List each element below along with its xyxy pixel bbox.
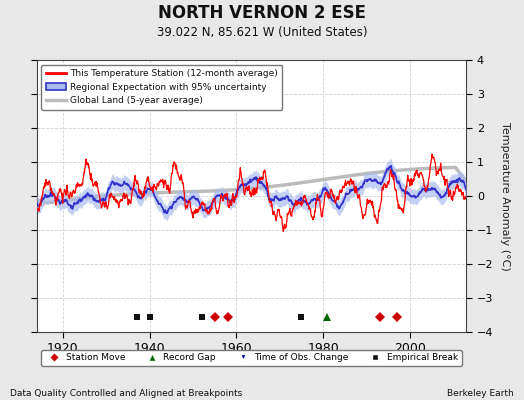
Text: NORTH VERNON 2 ESE: NORTH VERNON 2 ESE bbox=[158, 4, 366, 22]
Legend: Station Move, Record Gap, Time of Obs. Change, Empirical Break: Station Move, Record Gap, Time of Obs. C… bbox=[41, 350, 462, 366]
Legend: This Temperature Station (12-month average), Regional Expectation with 95% uncer: This Temperature Station (12-month avera… bbox=[41, 64, 282, 110]
Text: 39.022 N, 85.621 W (United States): 39.022 N, 85.621 W (United States) bbox=[157, 26, 367, 39]
Text: Berkeley Earth: Berkeley Earth bbox=[447, 389, 514, 398]
Text: Data Quality Controlled and Aligned at Breakpoints: Data Quality Controlled and Aligned at B… bbox=[10, 389, 243, 398]
Y-axis label: Temperature Anomaly (°C): Temperature Anomaly (°C) bbox=[500, 122, 510, 270]
